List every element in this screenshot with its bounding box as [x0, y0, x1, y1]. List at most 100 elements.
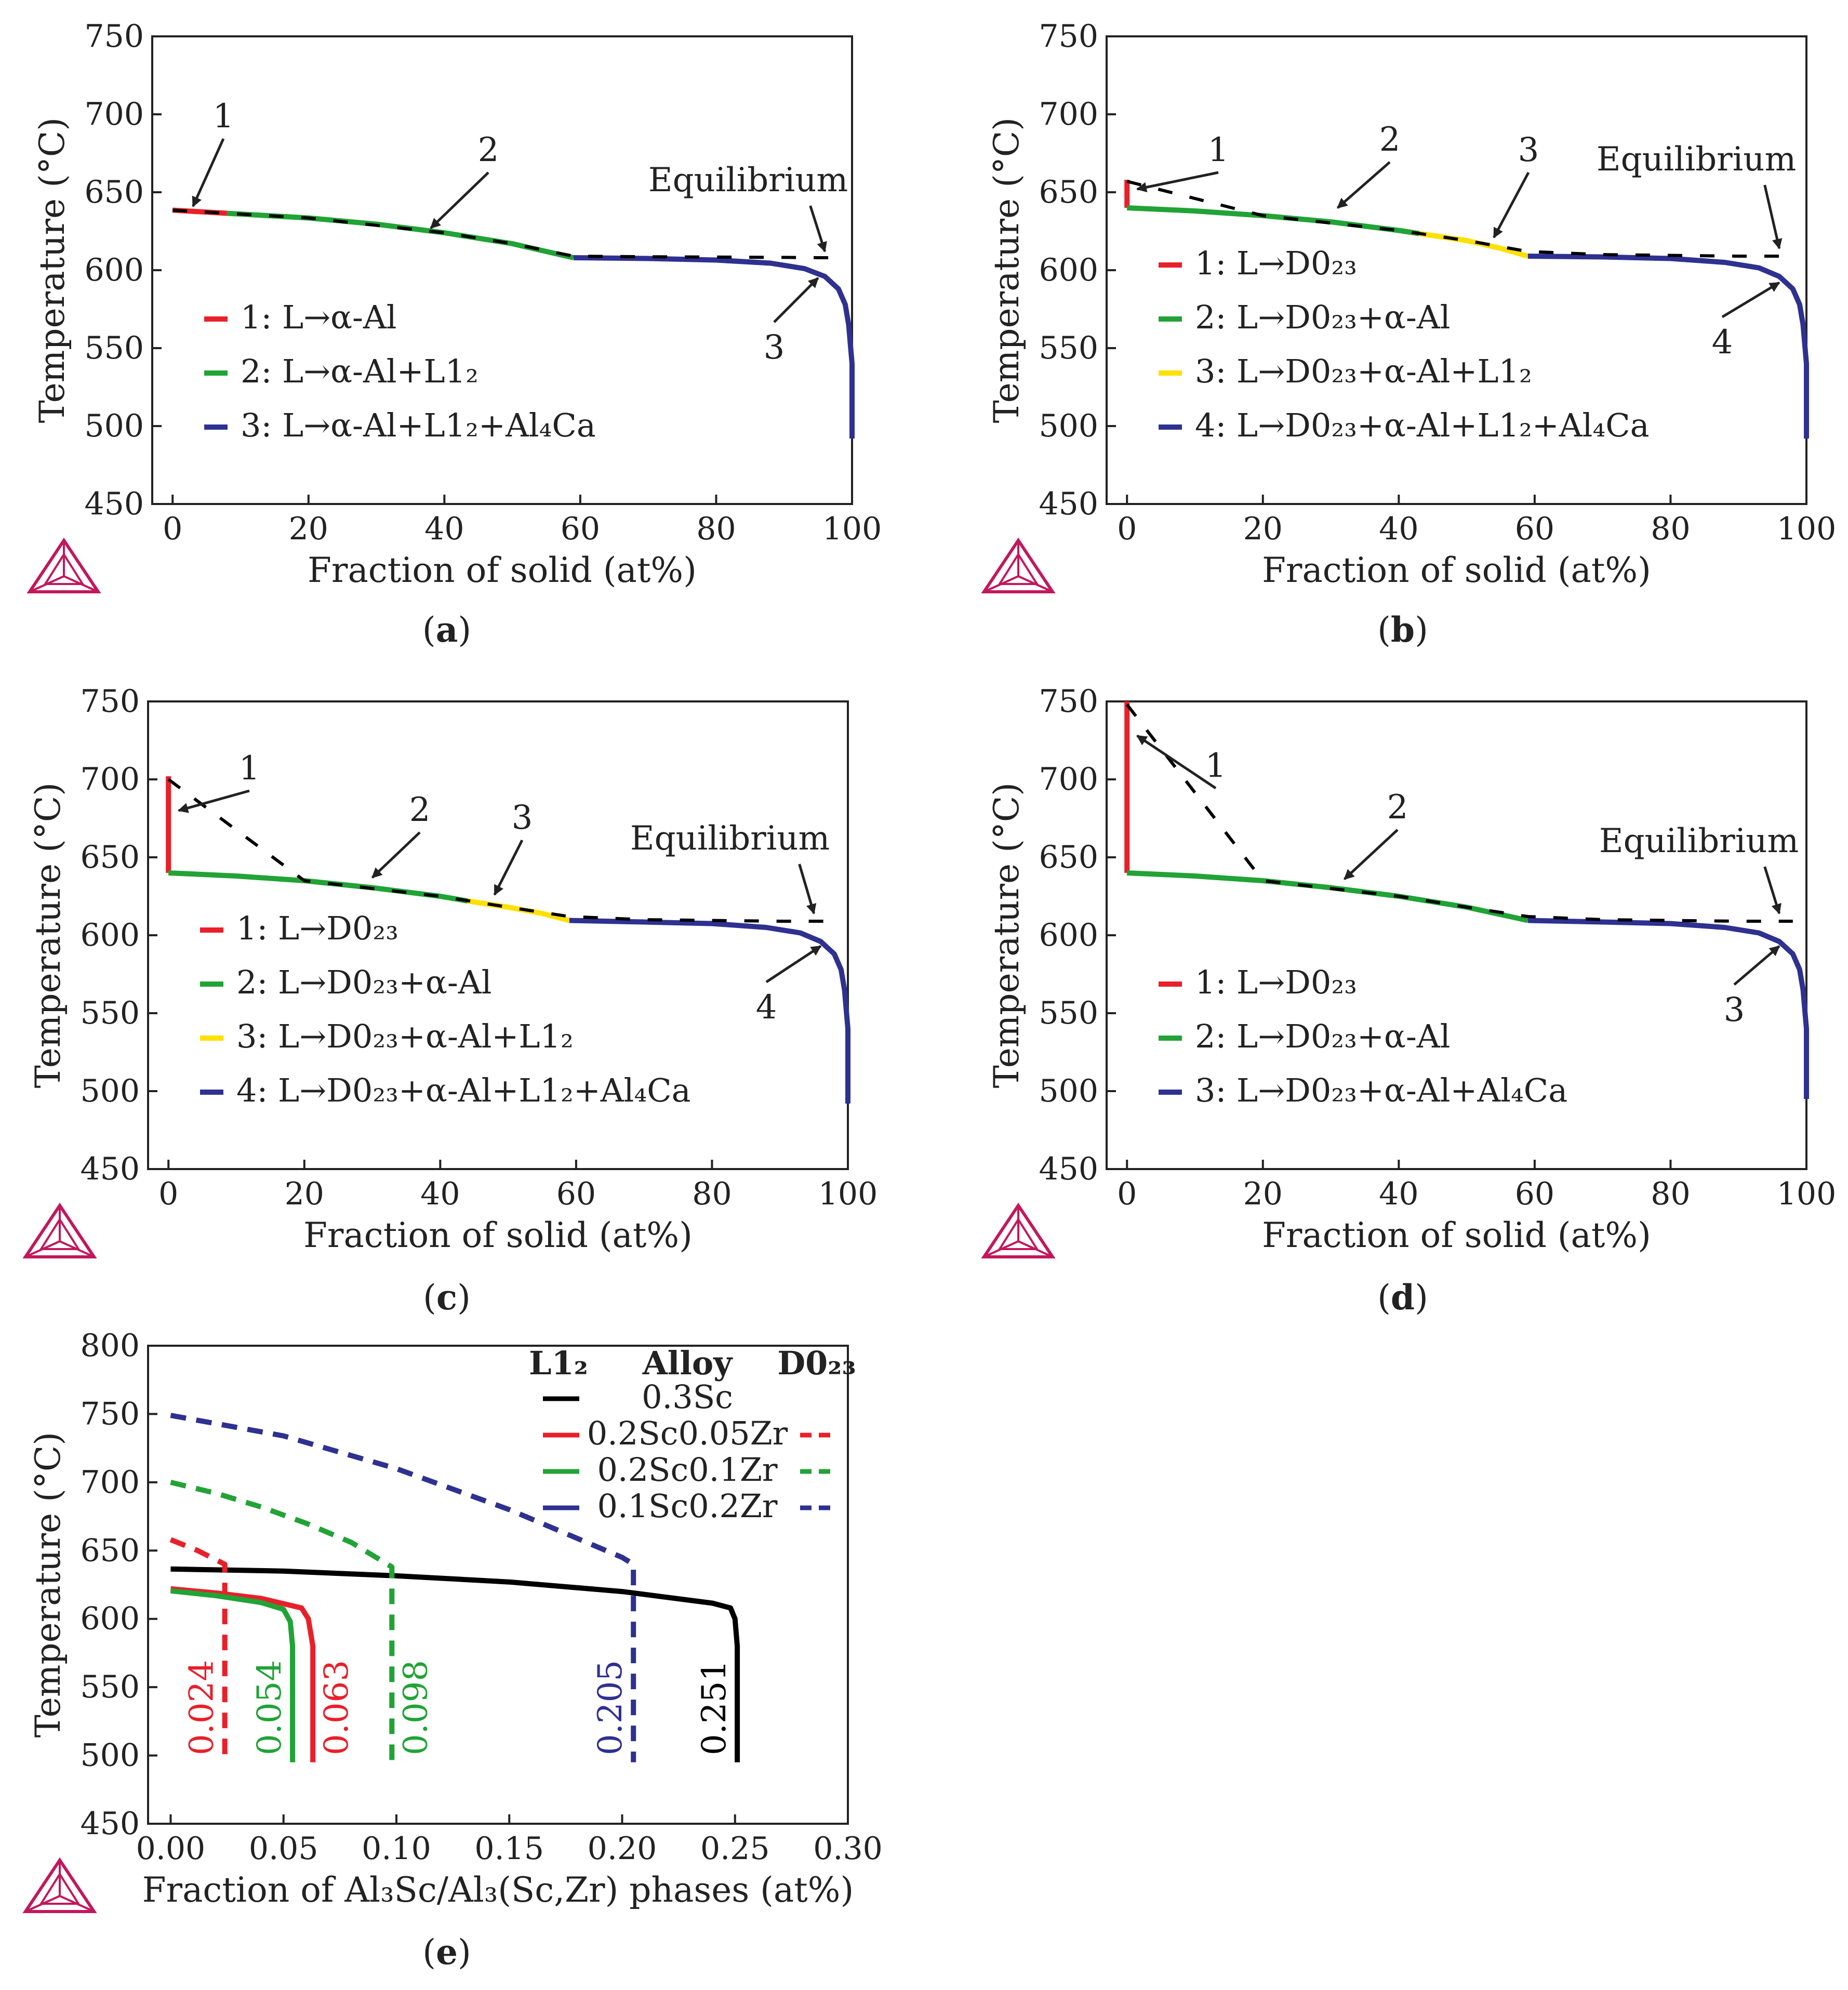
y-tick-label: 650: [1039, 839, 1098, 875]
panel-caption: (c): [423, 1277, 471, 1318]
panel-caption: (e): [422, 1932, 471, 1972]
x-tick-label: 40: [420, 1176, 460, 1212]
y-tick-label: 550: [80, 1669, 140, 1705]
x-tick-label: 20: [289, 511, 328, 547]
series-line-step-4: [569, 918, 850, 1104]
legend-entry: 0.2Sc0.1Zr: [597, 1451, 777, 1489]
x-tick-label: 100: [822, 511, 882, 547]
y-tick-label: 450: [80, 1806, 140, 1842]
series-line-step-2: [1126, 870, 1528, 923]
annotation-arrow: [1493, 171, 1530, 238]
step-annotation: 3: [512, 799, 533, 837]
x-tick-label: 80: [1651, 1176, 1690, 1212]
value-label: 0.054: [250, 1660, 289, 1755]
equilibrium-label: Equilibrium: [1599, 822, 1799, 860]
x-tick-label: 20: [285, 1176, 324, 1212]
y-tick-label: 700: [80, 1464, 140, 1501]
value-label: 0.024: [183, 1660, 221, 1755]
annotation-arrow: [430, 171, 489, 229]
y-tick-label: 500: [1039, 408, 1098, 444]
y-tick-label: 500: [1039, 1073, 1098, 1109]
series-line-0.2Sc0.05Zr-l12: [170, 1586, 316, 1762]
y-tick-label: 700: [1039, 96, 1098, 132]
series-line-0.3Sc-l12: [170, 1566, 740, 1762]
annotation-arrow: [493, 839, 524, 896]
x-axis-label: Fraction of Al₃Sc/Al₃(Sc,Zr) phases (at%…: [142, 1870, 854, 1910]
legend-entry: 3: L→D0₂₃+α-Al+L1₂: [236, 1017, 574, 1055]
series-line-equilibrium: [172, 208, 839, 259]
y-tick-label: 550: [84, 330, 144, 366]
value-label: 0.205: [591, 1660, 630, 1755]
value-label: 0.251: [695, 1660, 734, 1755]
y-axis-label: Temperature (°C): [28, 1432, 68, 1737]
y-tick-label: 650: [80, 839, 140, 875]
y-tick-label: 650: [1039, 174, 1098, 210]
annotation-arrow: [177, 789, 250, 813]
step-annotation: 3: [764, 328, 785, 367]
legend-entry: 4: L→D0₂₃+α-Al+L1₂+Al₄Ca: [236, 1071, 691, 1109]
x-tick-label: 80: [692, 1176, 732, 1212]
x-tick-label: 60: [556, 1176, 596, 1212]
x-tick-label: 0.05: [249, 1830, 318, 1867]
series-line-0.2Sc0.1Zr-l12: [170, 1588, 296, 1762]
y-tick-label: 700: [80, 761, 140, 798]
thermo-calc-logo-icon: [981, 1202, 1056, 1258]
y-tick-label: 500: [84, 408, 144, 444]
legend-entry: 3: L→D0₂₃+α-Al+Al₄Ca: [1195, 1071, 1567, 1109]
annotation-arrow: [1336, 161, 1391, 209]
x-tick-label: 80: [1651, 511, 1690, 547]
panel-caption: (a): [422, 609, 471, 650]
series-line-step-3: [1527, 918, 1809, 1099]
x-tick-label: 0.20: [588, 1830, 657, 1867]
y-tick-label: 750: [84, 18, 144, 55]
y-tick-label: 550: [80, 995, 140, 1031]
annotation-arrow: [1733, 945, 1780, 986]
x-axis-label: Fraction of solid (at%): [1262, 1215, 1651, 1255]
y-tick-label: 650: [80, 1532, 140, 1569]
series-line-step-3: [1418, 231, 1529, 259]
step-annotation: 2: [1379, 121, 1401, 159]
step-annotation: 1: [1208, 131, 1229, 169]
legend-header: L1₂: [529, 1344, 588, 1382]
step-annotation: 4: [756, 988, 777, 1027]
y-tick-label: 700: [84, 96, 144, 132]
annotation-arrow: [798, 864, 817, 914]
legend-entry: 0.3Sc: [642, 1378, 733, 1416]
y-axis-label: Temperature (°C): [987, 117, 1027, 423]
x-tick-label: 0: [1117, 1176, 1137, 1212]
x-axis-label: Fraction of solid (at%): [1262, 550, 1651, 590]
legend-entry: 2: L→α-Al+L1₂: [241, 352, 478, 390]
plot-frame: [147, 1345, 849, 1825]
y-tick-label: 750: [1039, 683, 1098, 720]
annotation-arrow: [192, 138, 225, 207]
x-tick-label: 100: [818, 1176, 878, 1212]
y-axis-label: Temperature (°C): [987, 782, 1027, 1088]
y-axis-label: Temperature (°C): [28, 782, 68, 1088]
annotation-arrow: [1763, 866, 1781, 914]
series-line-step-2: [168, 870, 468, 904]
panel-a: 0 20 40 60 80 100 450 500 550 600 650 700 750 Fractio…: [32, 18, 882, 650]
x-tick-label: 0.30: [813, 1830, 883, 1867]
step-annotation: 1: [239, 749, 260, 788]
y-tick-label: 600: [80, 1601, 140, 1637]
panel-c: 0 20 40 60 80 100 450 500 550 600 650 700 750 Fractio…: [28, 683, 878, 1318]
x-tick-label: 0.00: [136, 1830, 206, 1867]
y-tick-label: 450: [84, 486, 144, 522]
x-tick-label: 0.15: [474, 1830, 544, 1867]
legend-entry: 2: L→D0₂₃+α-Al: [236, 963, 491, 1001]
x-tick-label: 60: [1515, 511, 1554, 547]
panel-caption: (d): [1377, 1277, 1428, 1318]
legend-entry: 1: L→α-Al: [241, 298, 397, 336]
panel-caption: (b): [1377, 609, 1428, 650]
series-line-0.1Sc0.2Zr-d023: [170, 1413, 636, 1762]
y-tick-label: 600: [1039, 252, 1098, 288]
step-annotation: 4: [1712, 323, 1733, 362]
step-annotation: 3: [1518, 131, 1539, 169]
y-tick-label: 600: [80, 917, 140, 953]
y-tick-label: 550: [1039, 995, 1098, 1031]
y-tick-label: 750: [80, 683, 140, 720]
annotation-arrow: [809, 205, 827, 253]
x-axis-label: Fraction of solid (at%): [308, 550, 697, 590]
y-tick-label: 800: [80, 1328, 140, 1364]
